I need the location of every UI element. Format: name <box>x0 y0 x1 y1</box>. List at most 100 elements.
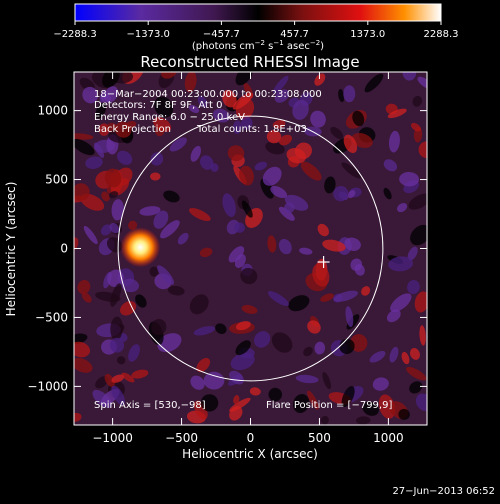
image-ripple <box>153 117 172 132</box>
image-ripple <box>241 200 253 218</box>
image-ripple <box>254 161 268 171</box>
image-ripple <box>324 176 336 194</box>
image-ripple <box>396 202 408 213</box>
image-ripple <box>267 235 277 253</box>
image-ripple <box>110 316 123 341</box>
image-ripple <box>361 286 371 296</box>
image-ripple <box>160 220 180 239</box>
flare-source <box>120 227 161 268</box>
image-ripple <box>161 72 177 79</box>
image-ripple <box>111 374 125 383</box>
image-ripple <box>235 340 251 356</box>
image-ripple <box>232 92 254 110</box>
image-ripple <box>222 193 236 217</box>
image-ripple <box>307 390 319 410</box>
x-tick-label: 0 <box>247 431 255 445</box>
image-ripple <box>383 159 398 172</box>
image-ripple <box>150 172 161 181</box>
image-ripple <box>116 150 133 165</box>
image-ripple <box>314 341 326 355</box>
image-ripple <box>414 291 427 313</box>
image-ripple <box>228 246 245 263</box>
image-ripple <box>402 72 417 81</box>
image-ripple <box>102 72 120 88</box>
image-ripple <box>74 333 88 345</box>
image-ripple <box>341 162 362 179</box>
image-ripple <box>399 171 420 187</box>
colorbar <box>74 3 442 22</box>
image-ripple <box>163 190 180 203</box>
image-ripple <box>100 224 112 236</box>
image-ripple <box>128 344 140 362</box>
image-ripple <box>270 186 288 199</box>
image-ripple <box>85 156 103 169</box>
y-tick-label: −1000 <box>27 379 68 393</box>
image-ripple <box>154 96 174 118</box>
image-ripple <box>273 75 289 94</box>
solar-limb <box>117 115 384 382</box>
image-ripple <box>268 387 283 402</box>
colorbar-tick-label: −2288.3 <box>53 29 96 40</box>
image-ripple <box>417 76 427 89</box>
image-ripple <box>193 326 216 336</box>
image-ripple <box>292 99 309 120</box>
colorbar-tick-label: −1373.0 <box>127 29 170 40</box>
annotation-method: Back Projection <box>94 124 171 135</box>
image-ripple <box>312 263 330 287</box>
image-ripple <box>197 95 208 108</box>
image-ripple <box>74 133 94 140</box>
image-ripple <box>190 375 205 390</box>
image-ripple <box>406 366 427 381</box>
image-ripple <box>369 350 386 363</box>
image-ripple <box>239 165 254 186</box>
image-ripple <box>343 134 358 154</box>
image-ripple <box>232 120 242 135</box>
image-ripple <box>249 387 261 396</box>
colorbar-ticks: −2288.3 −1373.0 −457.7 457.7 1373.0 2288.3 <box>53 21 459 40</box>
image-ripple <box>121 278 139 293</box>
image-ripple <box>169 137 187 152</box>
image-ripple <box>94 142 105 158</box>
image-ripple <box>388 256 414 272</box>
image-ripple <box>351 132 373 148</box>
image-ripple <box>107 269 124 288</box>
annotation-spin-axis: Spin Axis = [530,−98] <box>94 400 206 411</box>
image-ripple <box>241 116 253 130</box>
y-tick-label: 0 <box>60 242 68 256</box>
image-ripple <box>109 223 120 234</box>
image-ripple <box>350 258 363 271</box>
image-ripple <box>388 130 400 153</box>
image-ripple <box>121 372 135 383</box>
image-ripple <box>320 416 329 425</box>
image-ripple <box>299 247 313 255</box>
image-ripple <box>387 108 407 119</box>
image-ripple <box>81 292 92 303</box>
image-ripple <box>266 130 282 144</box>
image-ripple <box>401 351 410 365</box>
image-ripple <box>338 89 345 103</box>
image-ripple <box>196 357 211 373</box>
image-ripple <box>271 332 293 353</box>
image-ripple <box>410 224 427 246</box>
image-ripple <box>190 145 201 162</box>
image-ripple <box>74 412 82 422</box>
image-ripple <box>167 285 185 296</box>
image-ripple <box>410 122 421 132</box>
annotation-counts: Total counts: 1.8E+03 <box>196 124 307 135</box>
image-ripple <box>415 393 427 412</box>
image-ripple <box>101 191 110 202</box>
y-tick-label: −500 <box>35 310 68 324</box>
spin-axis-marker <box>317 256 330 269</box>
image-ripple <box>111 199 124 221</box>
x-tick-label: 1000 <box>373 431 404 445</box>
image-ripple <box>288 295 310 312</box>
y-tick-label: 1000 <box>37 104 68 118</box>
image-ripple <box>150 152 164 166</box>
header-annotations: 18−Mar−2004 00:23:00.000 to 00:23:08.000… <box>94 89 392 411</box>
image-ripple <box>135 294 147 308</box>
image-ripple <box>151 319 167 336</box>
image-ripple <box>177 232 189 245</box>
y-axis-label: Heliocentric Y (arcsec) <box>4 182 18 317</box>
image-ripple <box>236 321 251 331</box>
image-ripple <box>355 416 371 425</box>
